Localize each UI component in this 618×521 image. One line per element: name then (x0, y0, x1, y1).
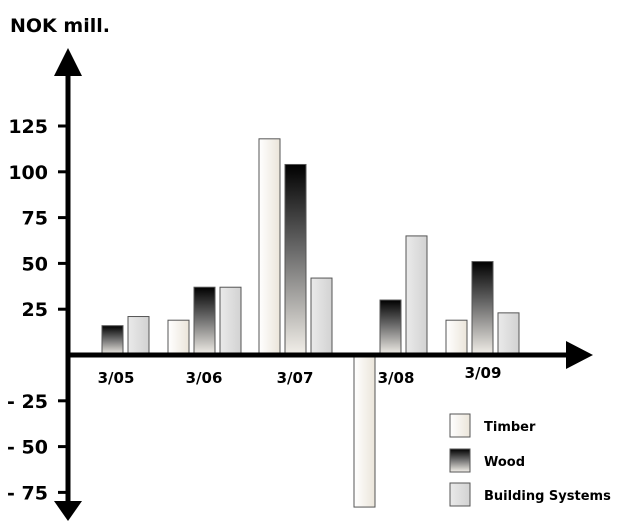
bar-wood-3-06 (193, 286, 216, 356)
bar-wood-3-09 (471, 261, 494, 356)
y-tick-label: 75 (22, 208, 48, 230)
bar-timber-3-07 (258, 138, 281, 356)
x-tick-label: 3/06 (186, 369, 223, 387)
bar-building-systems-3-05 (127, 316, 150, 356)
legend-item-timber: Timber (449, 413, 536, 438)
bar-building-systems-3-06 (219, 286, 242, 356)
y-axis-ticks: 125 100 75 50 25 - 25 - 50 - 75 (7, 116, 68, 504)
y-axis-title: NOK mill. (10, 15, 110, 37)
y-tick-label: 100 (8, 162, 48, 184)
x-tick-label: 3/09 (465, 364, 502, 382)
legend-label-wood: Wood (484, 455, 525, 470)
legend-label-building-systems: Building Systems (484, 489, 611, 504)
legend-item-wood: Wood (449, 448, 525, 473)
x-tick-label: 3/08 (378, 369, 415, 387)
y-tick-label: - 75 (7, 482, 48, 504)
bar-timber-3-09 (445, 319, 468, 356)
legend-swatch-timber (449, 413, 471, 438)
y-tick-label: - 25 (7, 391, 48, 413)
legend-swatch-wood (449, 448, 471, 473)
legend-swatch-building-systems (449, 482, 471, 507)
y-tick-label: 50 (22, 253, 48, 275)
bar-wood-3-07 (284, 163, 307, 356)
legend-item-building-systems: Building Systems (449, 482, 611, 507)
legend: Timber Wood Building Systems (449, 413, 611, 507)
x-tick-label: 3/07 (277, 369, 314, 387)
bar-wood-3-05 (101, 325, 124, 356)
y-tick-label: 25 (22, 299, 48, 321)
bars (75, 138, 520, 508)
bar-building-systems-3-08 (405, 235, 428, 356)
x-axis-ticks: 3/05 3/06 3/07 3/08 3/09 (98, 364, 502, 387)
y-axis-down-arrow-icon (54, 501, 82, 521)
bar-timber-3-06 (167, 319, 190, 356)
y-tick-label: - 50 (7, 437, 48, 459)
y-axis-up-arrow-icon (54, 48, 82, 76)
bar-building-systems-3-09 (497, 312, 520, 356)
legend-label-timber: Timber (484, 420, 536, 435)
x-axis-right-arrow-icon (566, 341, 593, 369)
bar-wood-3-08 (379, 299, 402, 356)
bar-building-systems-3-07 (310, 277, 333, 356)
y-tick-label: 125 (8, 116, 48, 138)
x-tick-label: 3/05 (98, 369, 135, 387)
axes (54, 48, 593, 521)
bar-timber-3-08 (353, 354, 376, 508)
